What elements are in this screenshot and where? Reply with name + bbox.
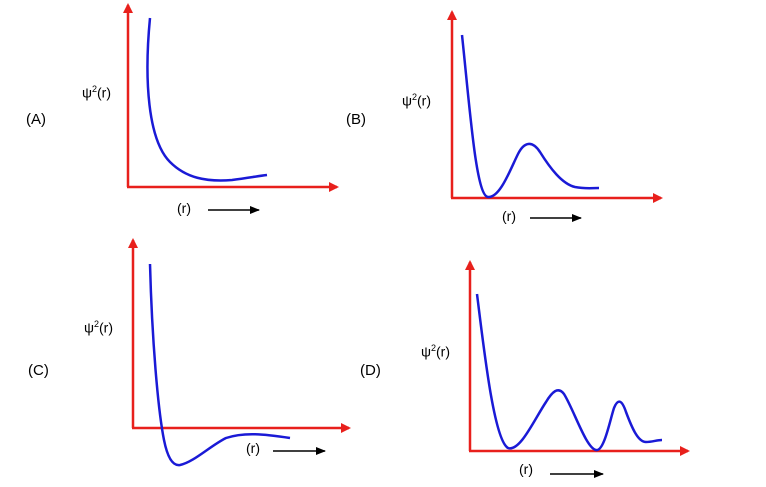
panel-c-letter: (C)	[28, 362, 49, 379]
panel-d-letter: (D)	[360, 362, 381, 379]
panel-c-ylabel: ψ2(r)	[84, 319, 113, 336]
panel-a-curve	[146, 17, 268, 182]
panel-c	[128, 238, 351, 467]
panel-d-ylabel: ψ2(r)	[421, 343, 450, 360]
panel-d-xlabel: (r)	[519, 461, 533, 477]
panel-b-ylabel: ψ2(r)	[402, 92, 431, 109]
panel-a-ylabel: ψ2(r)	[82, 84, 111, 101]
panel-a-xlabel: (r)	[177, 200, 191, 216]
panel-d	[465, 260, 690, 478]
panel-b-xlabel: (r)	[502, 208, 516, 224]
panel-b	[447, 10, 663, 222]
panel-c-curve	[148, 263, 291, 467]
panel-c-xlabel: (r)	[246, 440, 260, 456]
panel-a	[123, 3, 339, 214]
panel-b-letter: (B)	[346, 111, 366, 128]
panel-a-letter: (A)	[26, 111, 46, 128]
panel-d-curve	[475, 293, 663, 452]
panel-b-curve	[460, 34, 600, 199]
